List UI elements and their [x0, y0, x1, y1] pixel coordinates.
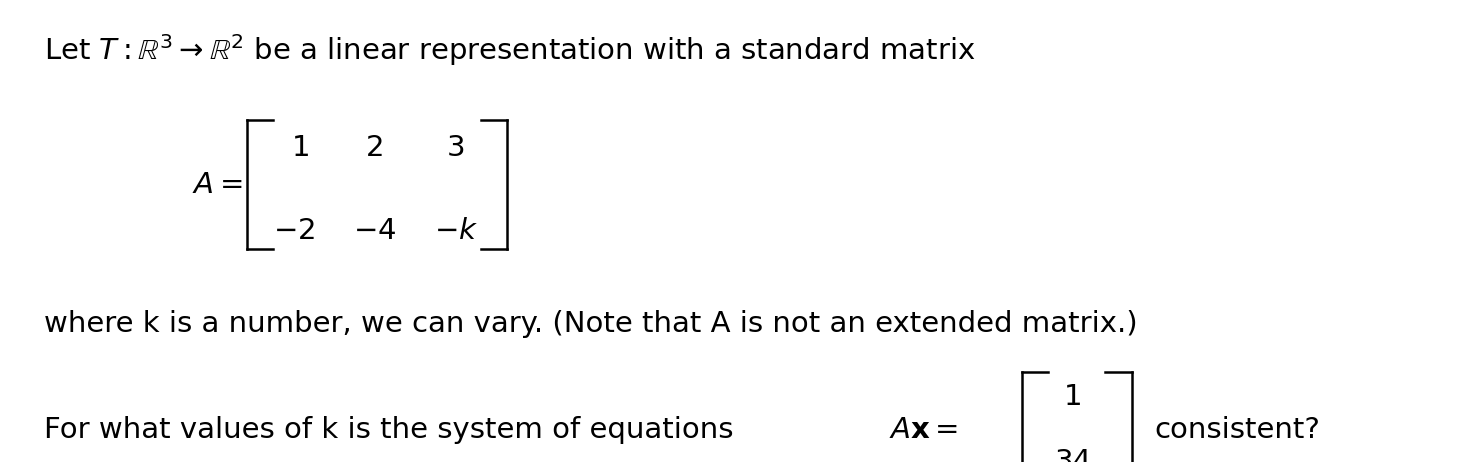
Text: $-4$: $-4$: [353, 217, 397, 245]
Text: 3: 3: [447, 134, 465, 162]
Text: consistent?: consistent?: [1154, 416, 1320, 444]
Text: 2: 2: [366, 134, 384, 162]
Text: 1: 1: [1064, 383, 1082, 411]
Text: 34: 34: [1054, 448, 1092, 462]
Text: $-2$: $-2$: [273, 217, 315, 245]
Text: Let $T : \mathbb{R}^3 \rightarrow \mathbb{R}^2$ be a linear representation with : Let $T : \mathbb{R}^3 \rightarrow \mathb…: [44, 32, 976, 68]
Text: $-k$: $-k$: [434, 217, 478, 245]
Text: $A\mathbf{x} =$: $A\mathbf{x} =$: [889, 416, 958, 444]
Text: For what values of k is the system of equations: For what values of k is the system of eq…: [44, 416, 734, 444]
Text: 1: 1: [293, 134, 310, 162]
Text: where k is a number, we can vary. (Note that A is not an extended matrix.): where k is a number, we can vary. (Note …: [44, 310, 1138, 338]
Text: $A = $: $A = $: [193, 171, 243, 199]
